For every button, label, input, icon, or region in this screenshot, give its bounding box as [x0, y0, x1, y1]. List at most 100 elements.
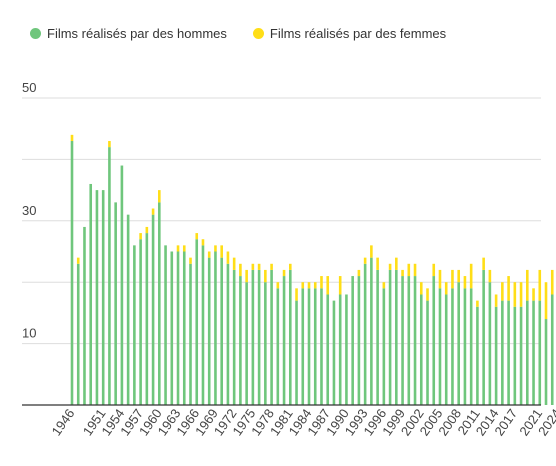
bar-hommes-1991 [351, 276, 354, 405]
bar-hommes-1959 [151, 214, 155, 405]
bar-femmes-2023 [550, 269, 554, 295]
bar-hommes-1982 [295, 300, 298, 405]
bar-femmes-2013 [488, 269, 492, 283]
bar-femmes-1952 [108, 140, 111, 148]
bar-femmes-2008 [457, 269, 460, 283]
bar-femmes-2021 [538, 269, 542, 301]
bar-hommes-1951 [101, 190, 105, 405]
bar-femmes-2022 [544, 282, 548, 320]
bar-femmes-1978 [270, 263, 273, 270]
bar-femmes-2006 [444, 282, 448, 295]
bar-femmes-2007 [451, 269, 454, 289]
legend-label-femmes: Films réalisés par des femmes [269, 26, 447, 41]
bar-hommes-2009 [463, 288, 467, 405]
bar-hommes-1973 [239, 276, 242, 405]
bar-femmes-1958 [145, 226, 149, 234]
bar-hommes-2008 [457, 282, 460, 405]
bar-femmes-1965 [189, 257, 192, 264]
legend-item-femmes[interactable]: Films réalisés par des femmes [252, 26, 447, 41]
bar-femmes-1970 [220, 245, 223, 258]
bar-femmes-1987 [326, 276, 330, 295]
bar-hommes-1990 [345, 294, 348, 405]
bar-femmes-2011 [476, 300, 479, 307]
bar-hommes-1947 [76, 263, 80, 405]
bar-hommes-2006 [444, 294, 448, 405]
bar-femmes-1957 [139, 233, 142, 240]
bar-hommes-2017 [513, 306, 517, 405]
bar-femmes-1992 [357, 269, 361, 277]
bar-hommes-1997 [388, 269, 392, 405]
y-tick-label-30: 30 [22, 203, 36, 218]
bar-femmes-2000 [407, 263, 411, 277]
bar-hommes-1953 [114, 202, 117, 405]
bar-hommes-1987 [326, 294, 330, 405]
bar-hommes-1966 [195, 239, 199, 405]
bar-femmes-1968 [207, 251, 211, 258]
bar-femmes-1996 [382, 282, 386, 289]
bar-hommes-1963 [176, 251, 180, 405]
bar-femmes-1971 [226, 251, 230, 264]
bar-hommes-1996 [382, 288, 386, 405]
bar-femmes-1995 [376, 257, 379, 270]
bar-hommes-2014 [494, 306, 498, 405]
bar-femmes-1998 [395, 257, 398, 270]
bar-hommes-1986 [320, 288, 323, 405]
bar-femmes-1960 [158, 190, 161, 203]
bar-hommes-1977 [264, 282, 267, 405]
bar-hommes-1961 [164, 245, 167, 405]
bar-hommes-2003 [426, 300, 429, 405]
bar-hommes-2010 [469, 288, 473, 405]
bar-femmes-1963 [176, 245, 180, 252]
bar-hommes-1956 [133, 245, 136, 405]
bar-hommes-1967 [201, 245, 205, 405]
bar-hommes-2015 [501, 300, 504, 405]
bar-hommes-1962 [170, 251, 174, 405]
bar-hommes-1954 [120, 165, 124, 405]
bar-femmes-2015 [501, 282, 504, 301]
bar-hommes-2005 [438, 288, 442, 405]
bar-femmes-2018 [519, 282, 523, 307]
bar-femmes-1979 [276, 282, 280, 289]
bar-femmes-1975 [251, 263, 255, 270]
bar-hommes-1974 [245, 282, 248, 405]
bar-hommes-1980 [282, 276, 286, 405]
bar-hommes-1964 [182, 251, 186, 405]
bar-hommes-1992 [357, 276, 361, 405]
bar-hommes-1972 [232, 269, 236, 405]
bar-femmes-1964 [182, 245, 186, 252]
legend-swatch-femmes [252, 28, 264, 39]
bar-femmes-2009 [463, 276, 467, 289]
bar-femmes-1977 [264, 269, 267, 283]
bar-hommes-1948 [83, 226, 86, 405]
bar-femmes-1981 [288, 263, 292, 270]
bar-hommes-1952 [108, 147, 111, 405]
bar-femmes-2004 [432, 263, 436, 277]
bar-hommes-1946 [70, 140, 74, 406]
bar-hommes-1965 [189, 263, 192, 405]
bar-hommes-1993 [363, 263, 367, 405]
bar-hommes-1978 [270, 269, 273, 405]
x-tick-label-1946: 1946 [49, 406, 78, 438]
bar-femmes-2002 [419, 282, 423, 295]
bar-hommes-1979 [276, 288, 280, 405]
bar-femmes-1984 [307, 282, 311, 289]
bar-hommes-2000 [407, 276, 411, 405]
bar-hommes-1994 [370, 257, 373, 405]
bar-hommes-1950 [95, 190, 99, 405]
bar-hommes-2020 [532, 300, 535, 405]
bar-femmes-2005 [438, 269, 442, 289]
bar-femmes-1959 [151, 208, 155, 215]
legend-item-hommes[interactable]: Films réalisés par des hommes [30, 26, 227, 41]
bar-hommes-1955 [126, 214, 130, 405]
bar-hommes-1989 [338, 294, 342, 405]
bar-hommes-2021 [538, 300, 542, 405]
bar-hommes-2002 [419, 294, 423, 405]
bar-hommes-1981 [288, 269, 292, 405]
bar-hommes-1971 [226, 263, 230, 405]
bar-hommes-1999 [401, 276, 404, 405]
bar-hommes-2023 [550, 294, 554, 405]
bar-femmes-2010 [469, 263, 473, 289]
bar-hommes-1957 [139, 239, 142, 405]
bar-femmes-2014 [494, 294, 498, 307]
bar-hommes-1995 [376, 269, 379, 405]
